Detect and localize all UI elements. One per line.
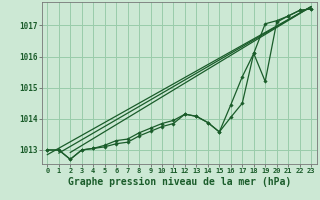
X-axis label: Graphe pression niveau de la mer (hPa): Graphe pression niveau de la mer (hPa) xyxy=(68,177,291,187)
